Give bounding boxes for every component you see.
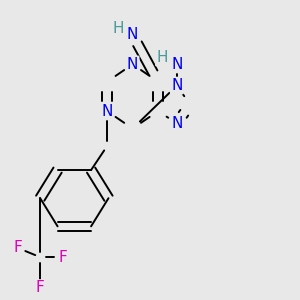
Text: F: F: [13, 240, 22, 255]
Text: N: N: [171, 116, 182, 131]
Text: N: N: [101, 104, 113, 119]
Text: N: N: [127, 27, 138, 42]
Text: N: N: [171, 57, 182, 72]
Text: N: N: [171, 78, 182, 93]
Text: H: H: [156, 50, 168, 65]
Text: F: F: [58, 250, 67, 265]
Text: F: F: [36, 280, 45, 296]
Text: N: N: [127, 57, 138, 72]
Text: H: H: [112, 21, 124, 36]
